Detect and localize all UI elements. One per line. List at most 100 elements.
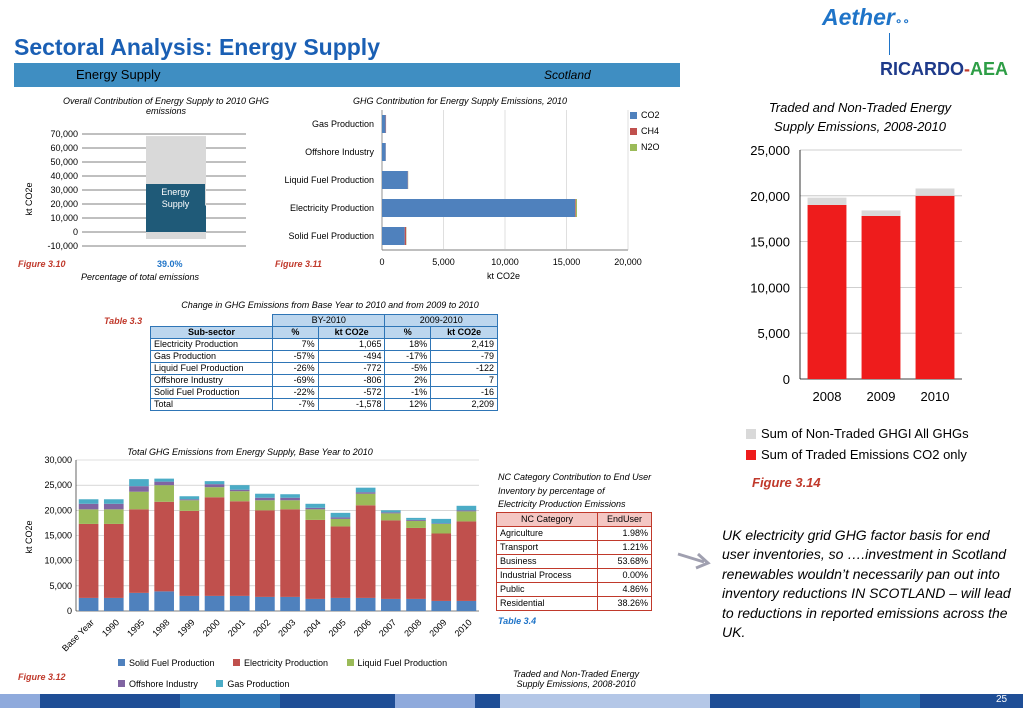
table33-cell-value: -494 <box>317 350 386 363</box>
table33-col-kt-1: kt CO2e <box>317 326 386 339</box>
fig312-bar-segment <box>78 499 99 504</box>
fig312-bar-segment <box>129 479 149 487</box>
fig312-legend-solid: Solid Fuel Production <box>129 657 215 668</box>
fig314-bar-nontraded <box>861 210 901 216</box>
fig312-bar-segment <box>305 598 326 611</box>
table33-col-sub: Sub-sector <box>150 326 273 339</box>
table33-cell-value: -16 <box>430 386 498 399</box>
fig314-legend-traded: Sum of Traded Emissions CO2 only <box>761 447 967 462</box>
fig312-category-label: 2008 <box>402 617 423 638</box>
fig312-bar-segment <box>154 478 174 482</box>
table34-cell-value: 38.26% <box>596 596 653 611</box>
table33-col-pct-2: % <box>384 326 432 339</box>
fig311-legend: CO2 CH4 N2O <box>630 110 660 152</box>
fig314-tick-label: 20,000 <box>750 189 790 204</box>
table33-cell-value: -69% <box>272 374 319 387</box>
fig312-bar-segment <box>154 485 174 502</box>
fig310-tick-label: 40,000 <box>50 171 78 181</box>
table33-group-2: 2009-2010 <box>384 314 498 327</box>
fig312-bars <box>78 478 477 611</box>
table34-cell-category: Industrial Process <box>496 568 598 583</box>
fig312-category-label: 1990 <box>100 617 121 638</box>
fig311-category-label: Offshore Industry <box>305 147 374 157</box>
table34-row: Industrial Process 0.00% <box>496 568 653 583</box>
fig312-bar-segment <box>229 485 250 490</box>
table33: BY-2010 2009-2010 Sub-sector % kt CO2e %… <box>150 314 498 411</box>
table33-cell-value: -57% <box>272 350 319 363</box>
fig312-bar-segment <box>255 510 275 597</box>
fig314-label: Figure 3.14 <box>752 475 821 490</box>
fig312-bar-segment <box>431 518 452 524</box>
fig312-bar-segment <box>204 487 225 498</box>
table34-caption: NC Category Contribution to End User Inv… <box>498 471 651 512</box>
fig312-bar-segment <box>381 512 401 514</box>
fig312-bar-segment <box>103 499 124 504</box>
fig312-category-label: 2004 <box>301 617 322 638</box>
fig312-tick-label: 10,000 <box>44 556 72 566</box>
table33-cell-value: -5% <box>384 362 432 375</box>
fig312-category-label: 2002 <box>251 617 272 638</box>
table34-row: Public 4.86% <box>496 582 653 597</box>
table33-col-kt-2: kt CO2e <box>430 326 498 339</box>
fig312-bar-segment <box>456 511 477 522</box>
fig312-bar-segment <box>456 510 477 512</box>
fig310-tick-label: 10,000 <box>50 213 78 223</box>
fig312-bar-segment <box>406 520 426 528</box>
table33-cell-value: -22% <box>272 386 319 399</box>
aether-logo: Aether∘∘ <box>822 4 910 30</box>
fig314-category-label: 2009 <box>867 389 896 404</box>
fig310-tick-label: 20,000 <box>50 199 78 209</box>
fig312-bar-segment <box>381 520 401 599</box>
table33-cell-value: -1,578 <box>317 398 386 411</box>
fig311-bar-co2 <box>382 171 408 189</box>
table34-cell-category: Business <box>496 554 598 569</box>
fig314-tick-label: 5,000 <box>757 326 790 341</box>
fig312-bar-segment <box>280 497 300 501</box>
fig312-bar-segment <box>78 597 99 611</box>
note-text: UK electricity grid GHG factor basis for… <box>722 527 1011 641</box>
fig312-legend-elec: Electricity Production <box>244 657 329 668</box>
fig312-legend: Solid Fuel Production Electricity Produc… <box>118 653 478 692</box>
table33-cell-value: 2,419 <box>430 338 498 351</box>
fig312-bar-segment <box>129 592 149 611</box>
table34-caption-2: Inventory by percentage of <box>498 485 605 496</box>
fig312-bar-segment <box>229 595 250 611</box>
fig311-bar-n2o <box>575 199 577 217</box>
fig312-bar-segment <box>431 600 452 611</box>
fig312-legend-offshore: Offshore Industry <box>129 678 198 689</box>
page-number: 25 <box>996 694 1008 705</box>
logo-divider <box>889 33 890 55</box>
fig312-bar-segment <box>179 500 200 511</box>
fig312-bar-segment <box>179 496 200 500</box>
fig311-category-label: Solid Fuel Production <box>288 231 374 241</box>
fig312-tick-label: 20,000 <box>44 505 72 515</box>
fig311-category-label: Gas Production <box>312 119 374 129</box>
table33-cell-name: Electricity Production <box>150 338 273 351</box>
fig310-tick-label: 30,000 <box>50 185 78 195</box>
fig312-bar-segment <box>103 523 124 598</box>
banner-region-label: Scotland <box>544 68 591 82</box>
fig312-tick-label: 25,000 <box>44 480 72 490</box>
table34-cell-category: Transport <box>496 540 598 555</box>
fig310-bar-other-negative <box>146 232 206 239</box>
fig312-category-label: 2000 <box>201 617 222 638</box>
table34-cell-value: 4.86% <box>596 582 653 597</box>
fig312-bar-segment <box>280 596 300 611</box>
table33-cell-value: -7% <box>272 398 319 411</box>
fig311-tick-label: 5,000 <box>432 257 455 266</box>
fig312-bar-segment <box>305 519 326 599</box>
fig312-bar-segment <box>103 597 124 611</box>
fig312-caption: Total GHG Emissions from Energy Supply, … <box>127 447 373 457</box>
fig311-bar-co2 <box>382 227 405 245</box>
fig312-bar-segment <box>229 491 250 502</box>
fig310-bars <box>146 136 206 239</box>
fig312-bar-segment <box>154 481 174 486</box>
fig312-bar-segment <box>355 492 376 494</box>
section-banner <box>14 63 680 87</box>
fig314-labels: 25,000 20,000 15,000 10,000 5,000 0 2008 2009 20… <box>750 143 949 404</box>
table33-row: Offshore Industry -69% -806 2% 7 <box>150 374 498 387</box>
table33-cell-value: 2,209 <box>430 398 498 411</box>
fig312-tick-label: 30,000 <box>44 455 72 465</box>
fig311-xlabel: kt CO2e <box>487 271 521 281</box>
table34-label: Table 3.4 <box>498 616 537 626</box>
